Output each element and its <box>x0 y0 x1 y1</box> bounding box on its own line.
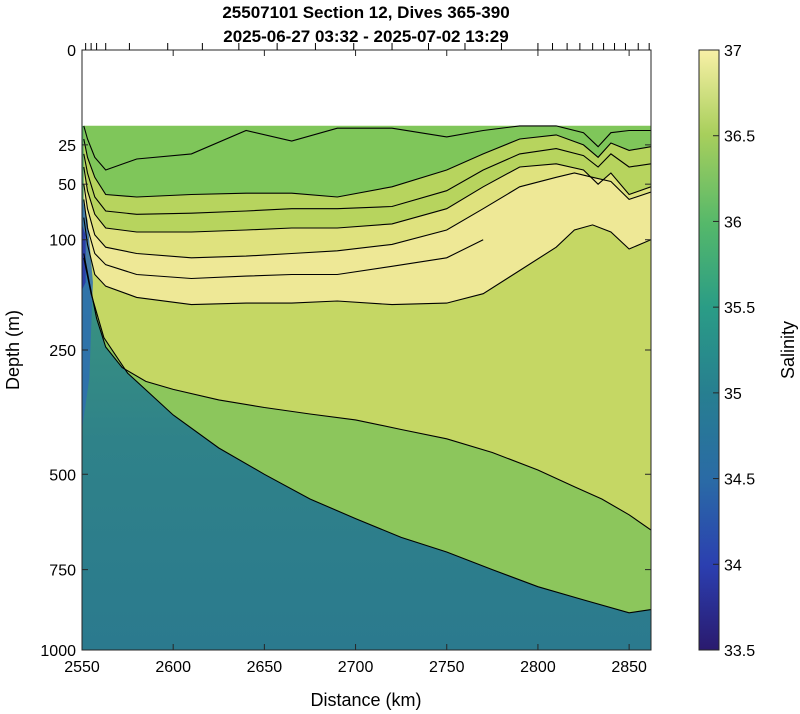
field-band-4 <box>83 173 651 305</box>
y-axis-label: Depth (m) <box>3 310 23 390</box>
colorbar-tick-label: 34 <box>724 557 742 574</box>
contour-line-2 <box>83 148 651 215</box>
x-tick-label: 2850 <box>611 659 647 676</box>
contour-line-6 <box>83 217 651 306</box>
colorbar-tick-label: 36 <box>724 214 742 231</box>
contour-line-8 <box>83 257 651 614</box>
y-tick-label: 25 <box>58 138 76 155</box>
contour-line-7 <box>83 253 651 531</box>
y-tick-label: 500 <box>49 467 76 484</box>
contour-lines <box>83 125 651 614</box>
chart-title-line-1: 25507101 Section 12, Dives 365-390 <box>222 3 509 22</box>
field-band-5 <box>83 253 651 613</box>
y-axis: 0 25 50 100 250 500 750 1000 <box>40 43 651 660</box>
colorbar-tick-label: 33.5 <box>724 643 755 660</box>
y-tick-label: 100 <box>49 233 76 250</box>
y-tick-label: 50 <box>58 177 76 194</box>
colorbar-tick-label: 35 <box>724 386 742 403</box>
x-tick-label: 2800 <box>520 659 556 676</box>
plot-area <box>82 50 651 650</box>
contour-line-4 <box>83 172 651 259</box>
field-band-2 <box>83 134 651 232</box>
contour-line-5 <box>83 199 484 280</box>
x-axis: 2550 2600 2650 2700 2750 2800 2850 <box>64 50 647 676</box>
colorbar-tick-label: 34.5 <box>724 472 755 489</box>
x-axis-label: Distance (km) <box>310 690 421 710</box>
y-tick-label: 0 <box>67 43 76 60</box>
x-tick-label: 2550 <box>64 659 100 676</box>
colorbar-tick-label: 35.5 <box>724 300 755 317</box>
x-tick-label: 2700 <box>338 659 374 676</box>
x-tick-label: 2650 <box>247 659 283 676</box>
y-tick-label: 750 <box>49 563 76 580</box>
dive-markers <box>85 43 650 50</box>
colorbar <box>698 49 720 651</box>
colorbar-label: Salinity <box>778 321 798 379</box>
field-fresh-core <box>82 224 86 290</box>
contour-line-1 <box>83 134 651 198</box>
colorbar-tick-label: 36.5 <box>724 129 755 146</box>
y-tick-label: 1000 <box>40 643 76 660</box>
y-tick-label: 250 <box>49 343 76 360</box>
x-tick-label: 2600 <box>155 659 191 676</box>
chart-title-line-2: 2025-06-27 03:32 - 2025-07-02 13:29 <box>223 27 508 46</box>
contour-line-3 <box>83 163 651 233</box>
contour-line-0 <box>83 125 651 171</box>
colorbar-ticks: 33.5 34 34.5 35 35.5 36 36.5 37 <box>713 43 755 660</box>
x-tick-label: 2750 <box>429 659 465 676</box>
colorbar-tick-label: 37 <box>724 43 742 60</box>
field-band-1 <box>83 125 651 197</box>
